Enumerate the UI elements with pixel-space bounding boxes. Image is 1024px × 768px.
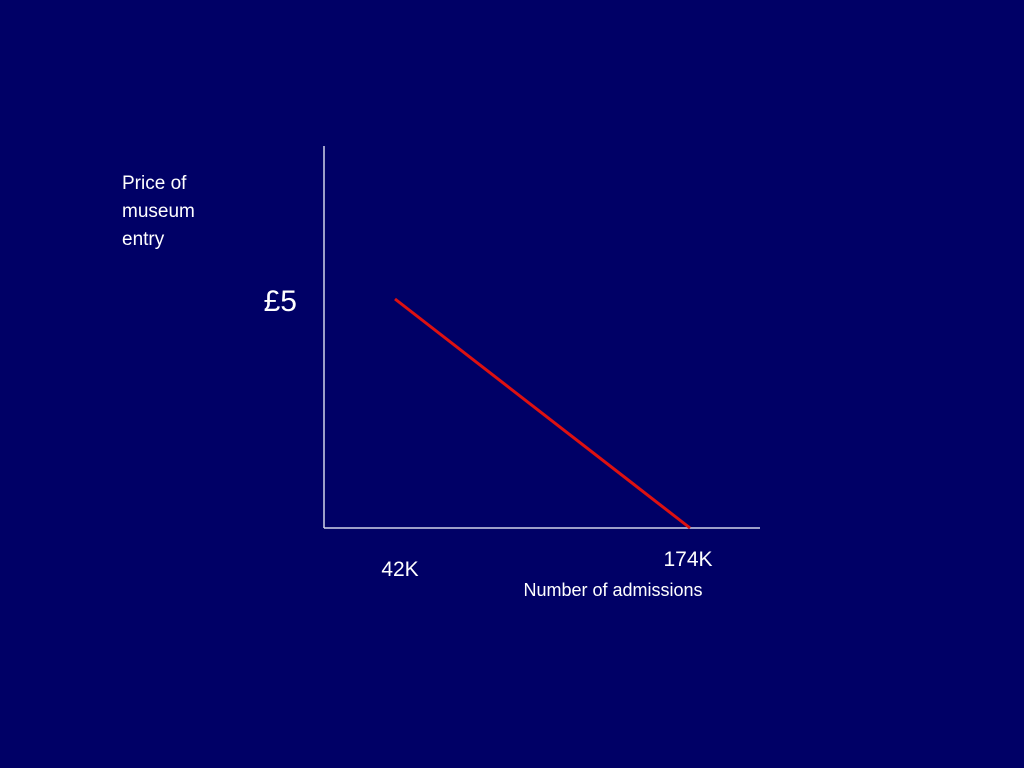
y-axis-label-line-2: museum: [122, 201, 195, 222]
x-axis-label: Number of admissions: [523, 580, 702, 600]
demand-line: [394, 297, 691, 530]
y-axis-label-line-1: Price of: [122, 173, 187, 194]
y-axis-label: Price of museum entry: [122, 170, 232, 254]
y-tick-label: £5: [264, 285, 297, 318]
x-tick-label-42k: 42K: [381, 558, 418, 581]
x-tick-label-174k: 174K: [663, 548, 712, 571]
y-axis-label-line-3: entry: [122, 229, 165, 250]
